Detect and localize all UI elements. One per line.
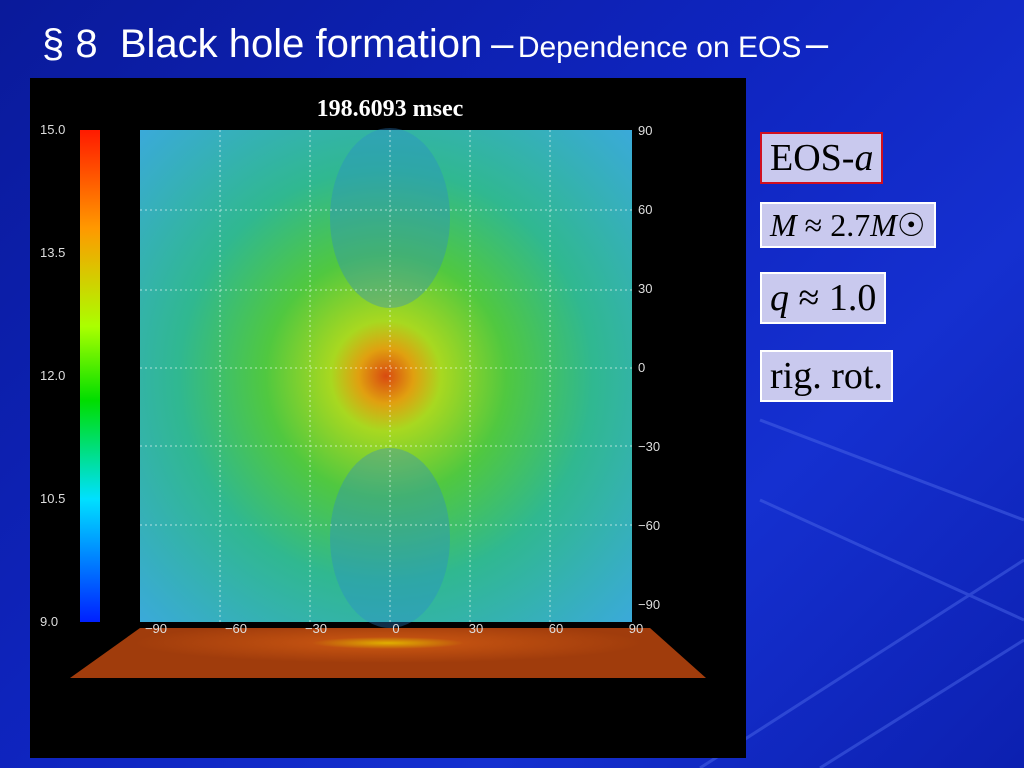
rotation-box: rig. rot. [760,350,893,402]
simulation-figure: 198.6093 msec 15.0 13.5 12.0 10.5 9.0 90 60 30 0… [30,78,746,758]
colorbar [80,130,100,622]
y-axis-label: 90 [638,123,652,138]
colorbar-label: 15.0 [40,122,65,137]
box-text: ≈ 1.0 [789,277,877,319]
x-axis-label: 0 [392,621,399,636]
y-axis-label: 0 [638,360,645,375]
box-text: ☉ [896,207,926,243]
box-text: M [870,207,897,243]
y-axis-label: 60 [638,202,652,217]
box-text: ≈ 2.7 [796,207,871,243]
y-axis-label: −90 [638,597,660,612]
colorbar-label: 9.0 [40,614,58,629]
q-box: q ≈ 1.0 [760,272,887,324]
box-text: M [770,207,797,243]
title-sub: Dependence on EOS [517,31,802,64]
density-feature [330,128,450,308]
colorbar-label: 12.0 [40,368,65,383]
time-label: 198.6093 msec [317,96,464,122]
x-axis-label: 90 [629,621,643,636]
box-text: q [770,277,789,319]
x-axis-label: −60 [225,621,247,636]
grid [140,130,632,622]
slide-title: § 8 Black hole formation – Dependence on… [42,22,828,67]
eos-box: EOS-a [760,132,884,184]
y-axis-label: −60 [638,518,660,533]
x-axis-label: 30 [469,621,483,636]
box-text: a [854,137,874,179]
x-axis-label: −90 [145,621,167,636]
colorbar-label: 13.5 [40,245,65,260]
box-text: rig. rot. [770,355,883,397]
title-main: § 8 Black hole formation [42,22,483,66]
bottom-slab [70,628,706,678]
title-dash: – [491,22,514,66]
density-feature [330,448,450,628]
mass-box: M ≈ 2.7M☉ [760,202,936,248]
y-axis-label: 30 [638,281,652,296]
x-axis-label: −30 [305,621,327,636]
title-dash: – [805,22,829,66]
colorbar-label: 10.5 [40,491,65,506]
y-axis-label: −30 [638,439,660,454]
box-text: EOS- [770,137,855,179]
x-axis-label: 60 [549,621,563,636]
